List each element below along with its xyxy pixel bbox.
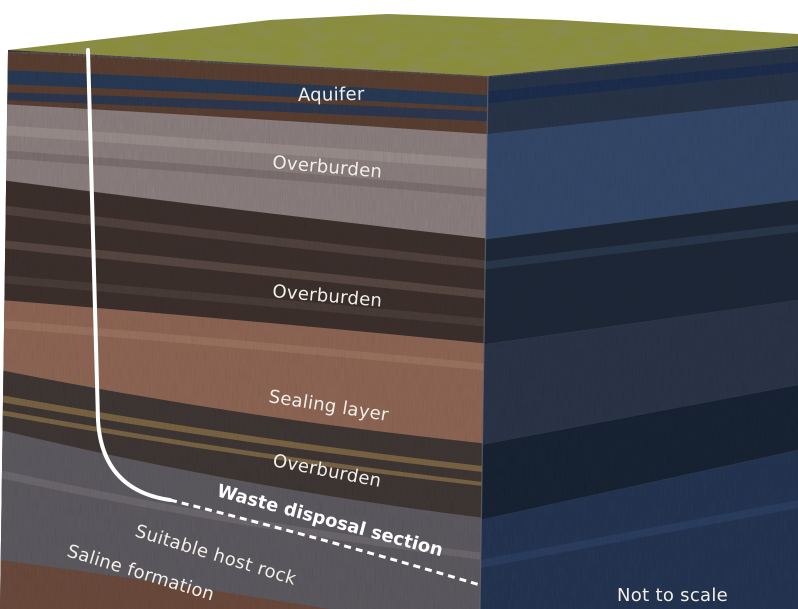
front-face (0, 50, 488, 609)
label-aquifer: Aquifer (298, 84, 365, 106)
block-edge (479, 75, 489, 609)
waste-disposal-dashed-line (169, 498, 481, 587)
wellbore-line (86, 48, 172, 502)
side-face (480, 46, 798, 609)
label-not-to-scale: Not to scale (617, 585, 728, 606)
